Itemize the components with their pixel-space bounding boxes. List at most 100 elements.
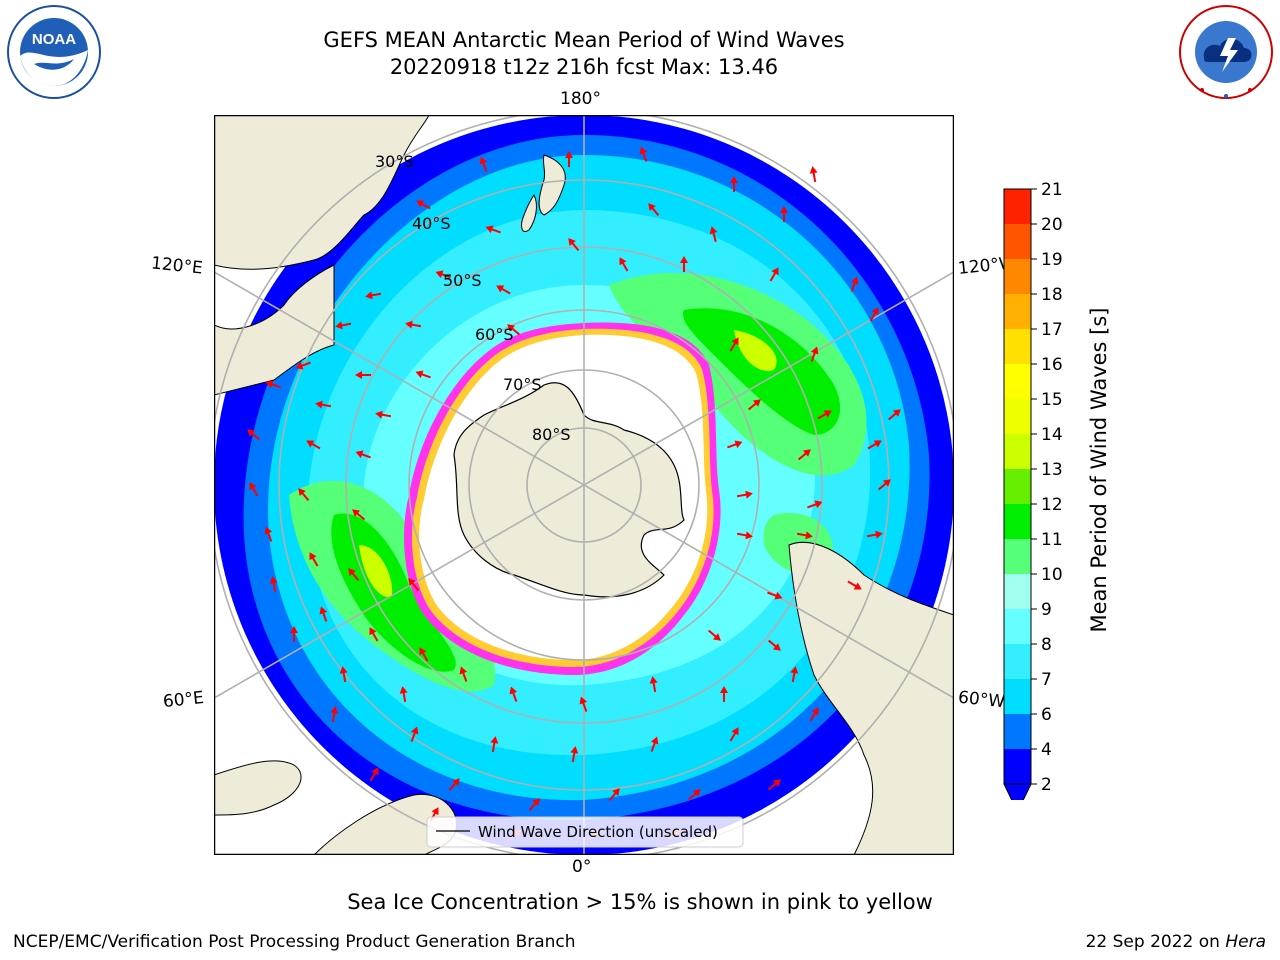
colorbar-segment	[1004, 399, 1031, 434]
wave-direction-arrow	[435, 270, 451, 279]
wave-direction-arrow	[399, 686, 408, 703]
noaa-logo-text: NOAA	[32, 31, 76, 48]
graticule	[214, 115, 954, 855]
colorbar-segment	[1004, 469, 1031, 504]
wave-direction-arrow	[648, 203, 660, 217]
wave-direction-arrow	[319, 606, 328, 622]
wave-direction-arrow	[807, 500, 823, 509]
colorbar-tick-label: 7	[1041, 670, 1052, 690]
wave-direction-arrow	[817, 410, 832, 420]
wave-direction-arrow	[729, 337, 739, 352]
wave-direction-arrow	[767, 639, 781, 651]
colorbar-segment	[1004, 504, 1031, 539]
wave-direction-arrow	[867, 440, 882, 450]
wave-direction-arrow	[295, 361, 311, 370]
colorbar-tick-label: 8	[1041, 635, 1052, 655]
wave-direction-arrow	[459, 666, 468, 682]
colorbar-segment	[1004, 294, 1031, 329]
colorbar-segment	[1004, 189, 1031, 224]
wave-direction-arrow	[496, 285, 511, 295]
wave-direction-arrow	[709, 226, 718, 243]
colorbar-tick-label: 13	[1041, 460, 1063, 480]
colorbar-segment	[1004, 609, 1031, 644]
wave-direction-arrow	[269, 576, 278, 593]
colorbar-frame	[1003, 188, 1032, 784]
wave-direction-arrow	[790, 666, 799, 683]
wave-direction-arrow	[769, 267, 779, 282]
wave-direction-arrow	[348, 568, 360, 582]
footer-machine: Hera	[1225, 932, 1266, 952]
wave-direction-arrow	[565, 151, 573, 167]
wave-direction-arrow	[355, 371, 371, 379]
map-border	[214, 115, 954, 855]
arrow-legend: Wind Wave Direction (unscaled)	[426, 816, 744, 848]
wave-direction-arrow	[680, 256, 688, 272]
wave-direction-arrow	[619, 257, 629, 272]
wind-wave-arrows	[247, 146, 901, 841]
colorbar-tick-label: 17	[1041, 320, 1063, 340]
wave-direction-arrow	[570, 746, 579, 763]
wave-direction-arrow	[767, 779, 781, 791]
wave-direction-arrow	[249, 482, 259, 497]
wave-direction-arrow	[415, 370, 431, 379]
colorbar-label: Mean Period of Wind Waves [s]	[1087, 308, 1110, 633]
colorbar-extend-arrow	[1003, 783, 1032, 800]
wave-direction-arrow	[847, 580, 862, 590]
lat-label-50s: 50°S	[443, 271, 482, 290]
colorbar-tick-label: 2	[1041, 775, 1052, 795]
meridian-label-60e: 60°E	[162, 687, 205, 713]
colorbar-tick-label: 21	[1041, 180, 1063, 200]
wave-direction-arrow	[485, 225, 501, 234]
lat-label-60s: 60°S	[475, 325, 514, 344]
colorbar-tick-label: 9	[1041, 600, 1052, 620]
wave-direction-arrow	[780, 206, 788, 222]
polar-map: 30°S 40°S 50°S 60°S 70°S 80°S Wind Wave …	[214, 115, 954, 855]
colorbar-segment	[1004, 364, 1031, 399]
arrow-legend-label: Wind Wave Direction (unscaled)	[478, 823, 718, 841]
wave-direction-arrow	[290, 626, 298, 642]
wave-direction-arrow	[490, 736, 499, 753]
wave-direction-arrow	[528, 798, 540, 812]
wave-direction-arrow	[869, 307, 879, 322]
colorbar-segment	[1004, 679, 1031, 714]
lat-label-70s: 70°S	[503, 375, 542, 394]
colorbar-tick-label: 6	[1041, 705, 1052, 725]
wave-direction-arrow	[608, 788, 620, 802]
wave-direction-arrow	[850, 276, 859, 292]
colorbar-segment	[1004, 749, 1031, 784]
wave-direction-arrow	[736, 490, 753, 499]
wave-direction-arrow	[507, 324, 521, 336]
colorbar-tick-label: 11	[1041, 530, 1063, 550]
colorbar-tick-label: 16	[1041, 355, 1063, 375]
wave-direction-arrow	[335, 321, 352, 330]
wave-direction-arrow	[369, 627, 379, 642]
wave-direction-arrow	[408, 578, 420, 592]
colorbar-segment	[1004, 259, 1031, 294]
colorbar-tick-label: 20	[1041, 215, 1063, 235]
colorbar-ticks: 2 4 6 7 8 9 10 11 12 13 14 15 16 17 18 19 20 21	[1031, 180, 1063, 795]
map-subtitle: 20220918 t12z 216h fcst Max: 13.46	[389, 55, 779, 79]
sea-ice-note: Sea Ice Concentration > 15% is shown in …	[347, 890, 933, 914]
colorbar-segment	[1004, 714, 1031, 749]
wave-direction-arrow	[649, 676, 658, 693]
colorbar-tick-label: 15	[1041, 390, 1063, 410]
wave-direction-arrow	[809, 166, 818, 183]
meridian-label-120e: 120°E	[150, 253, 204, 279]
colorbar-segment	[1004, 329, 1031, 364]
colorbar-segment	[1004, 574, 1031, 609]
colorbar-segments	[1003, 188, 1032, 800]
colorbar-tick-label: 10	[1041, 565, 1063, 585]
wave-direction-arrow	[877, 479, 891, 491]
wave-direction-arrow	[416, 200, 431, 210]
wave-direction-arrow	[796, 531, 813, 540]
noaa-logo: NOAA	[7, 5, 101, 99]
colorbar-segment	[1004, 224, 1031, 259]
wave-direction-arrow	[736, 531, 753, 540]
lat-label-30s: 30°S	[375, 152, 414, 171]
wave-direction-arrow	[405, 320, 422, 329]
wave-direction-arrow	[639, 146, 648, 162]
colorbar-tick-label: 14	[1041, 425, 1063, 445]
nws-logo	[1179, 5, 1273, 99]
wave-direction-arrow	[298, 488, 310, 502]
wave-direction-arrow	[448, 778, 460, 792]
